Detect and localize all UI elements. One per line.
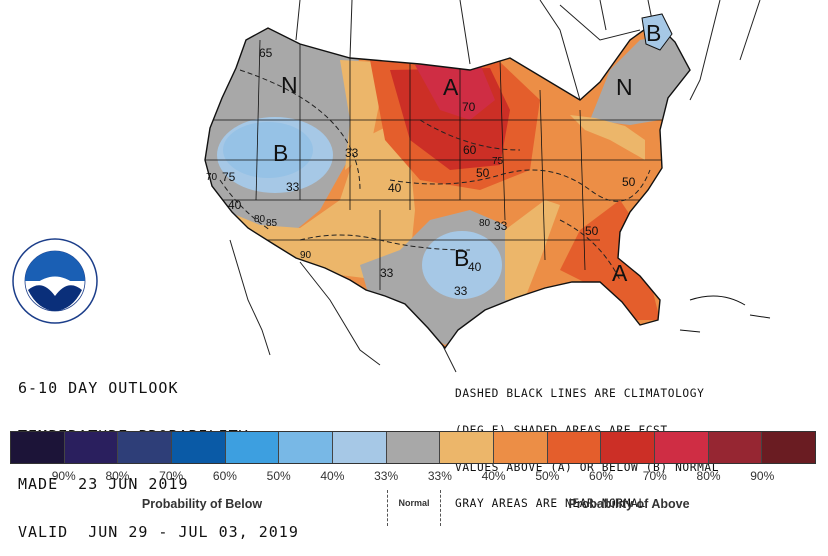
contour-label: 80 [254, 214, 266, 225]
above-caption: Probability of Above [568, 497, 690, 511]
colorbar-cell [172, 432, 226, 463]
category-n-northwest: N [281, 72, 298, 98]
contour-label: 75 [222, 170, 236, 184]
contour-label: 50 [585, 224, 599, 238]
colorbar-cell [386, 432, 441, 463]
contour-label: 65 [259, 46, 273, 60]
category-b-great-basin: B [273, 140, 289, 166]
colorbar-cell [440, 432, 495, 463]
forecast-map [204, 0, 771, 373]
category-b-northeast: B [646, 20, 662, 46]
contour-label: 33 [494, 219, 508, 233]
category-n-northeast: N [616, 74, 633, 100]
contour-label: 40 [228, 198, 242, 212]
category-a-florida: A [612, 260, 628, 286]
colorbar-tick-label: 40% [481, 469, 506, 483]
contour-label: 50 [476, 166, 490, 180]
colorbar-tick-label: 60% [212, 469, 237, 483]
contour-label: 80 [479, 218, 491, 229]
colorbar-cell [708, 432, 763, 463]
contour-label: 50 [622, 175, 636, 189]
legend-note-line: GRAY AREAS ARE NEAR-NORMAL [455, 497, 646, 511]
colorbar-cell [64, 432, 119, 463]
normal-divider-right [440, 490, 441, 526]
contour-label: 70 [462, 100, 476, 114]
probability-colorbar [10, 431, 816, 464]
contour-label: 40 [388, 181, 402, 195]
colorbar-tick-label: 80% [696, 469, 721, 483]
contour-label: 75 [492, 156, 504, 167]
outlook-made-date: MADE 23 JUN 2019 [18, 475, 189, 493]
contour-label: 33 [454, 284, 468, 298]
colorbar-cell [333, 432, 387, 463]
colorbar-cell [118, 432, 173, 463]
colorbar-cell [547, 432, 602, 463]
legend-note-line: DASHED BLACK LINES ARE CLIMATOLOGY [455, 387, 705, 401]
colorbar-cell [279, 432, 334, 463]
colorbar-tick-label: 60% [589, 469, 614, 483]
colorbar-cell [655, 432, 709, 463]
contour-label: 33 [286, 180, 300, 194]
contour-label: 33 [345, 146, 359, 160]
colorbar-tick-label: 50% [266, 469, 291, 483]
colorbar-cell [762, 432, 816, 463]
contour-label: 85 [266, 218, 278, 229]
colorbar-tick-label: 50% [535, 469, 560, 483]
normal-divider-left [387, 490, 388, 526]
colorbar-cell [11, 432, 65, 463]
noaa-logo [12, 238, 98, 324]
colorbar-tick-label: 80% [105, 469, 130, 483]
legend-note-line: VALUES ABOVE (A) OR BELOW (B) NORMAL [455, 460, 720, 474]
contour-label: 90 [300, 250, 312, 261]
colorbar-cell [601, 432, 656, 463]
colorbar-tick-label: 70% [159, 469, 184, 483]
colorbar-tick-label: 40% [320, 469, 345, 483]
contour-label: 60 [463, 143, 477, 157]
contour-label: 70 [206, 172, 218, 183]
colorbar-tick-label: 90% [51, 469, 76, 483]
below-caption: Probability of Below [141, 497, 263, 511]
colorbar-tick-label: 33% [374, 469, 399, 483]
colorbar-cell [494, 432, 548, 463]
colorbar-tick-label: 90% [750, 469, 775, 483]
colorbar-cell [225, 432, 280, 463]
outlook-title: 6-10 DAY OUTLOOK [18, 379, 179, 397]
colorbar-tick-label: 33% [427, 469, 452, 483]
colorbar-tick-label: 70% [642, 469, 667, 483]
normal-caption: Normal [398, 498, 430, 508]
contour-label: 40 [468, 260, 482, 274]
outlook-valid-range: VALID JUN 29 - JUL 03, 2019 [18, 523, 299, 541]
category-a-midwest: A [443, 74, 459, 100]
contour-label: 33 [380, 266, 394, 280]
category-b-texas: B [454, 245, 470, 271]
